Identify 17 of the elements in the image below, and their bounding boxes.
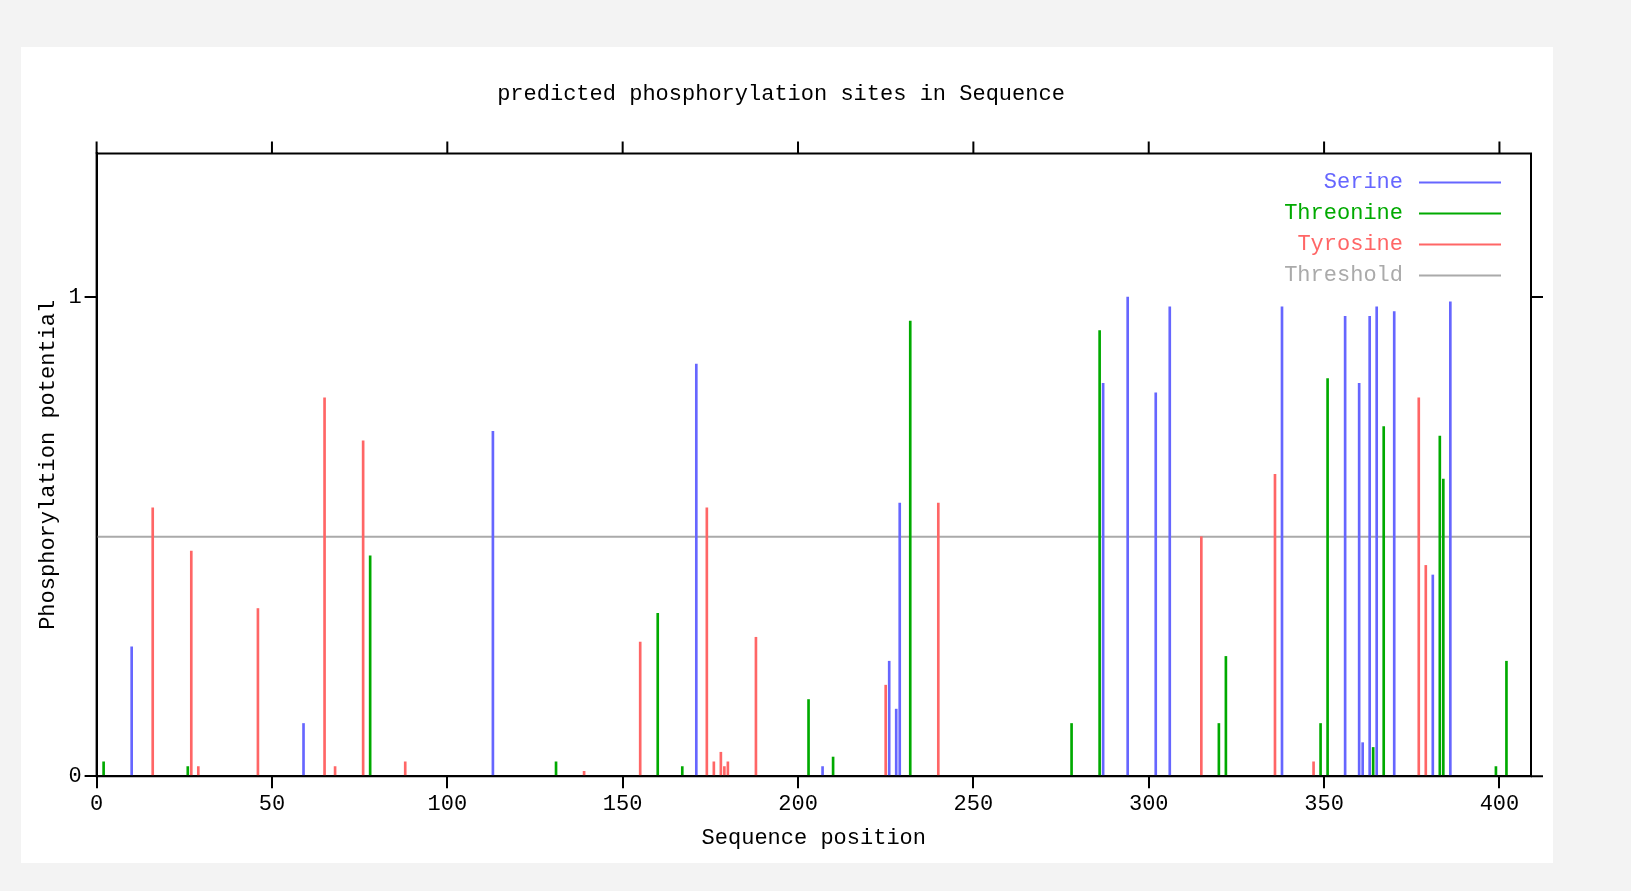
x-tick-label: 300 (1128, 792, 1169, 818)
legend-label: Threshold (1284, 263, 1403, 289)
x-tick-label: 350 (1304, 792, 1344, 818)
x-tick-label: 150 (602, 792, 643, 818)
x-tick-label: 250 (953, 792, 994, 818)
x-axis-title: Sequence position (701, 825, 927, 851)
y-axis-title: Phosphorylation potential (36, 299, 62, 630)
y-tick-label: 1 (68, 284, 82, 310)
chart-title: predicted phosphorylation sites in Sequence (497, 82, 1065, 108)
legend-label: Tyrosine (1297, 232, 1403, 258)
legend-label: Threonine (1284, 201, 1403, 227)
x-tick-label: 50 (258, 792, 286, 818)
x-tick-label: 200 (778, 792, 818, 818)
x-tick-label: 400 (1479, 792, 1520, 818)
x-tick-label: 0 (90, 792, 104, 818)
legend-label: Serine (1323, 170, 1403, 196)
x-tick-label: 100 (427, 792, 468, 818)
